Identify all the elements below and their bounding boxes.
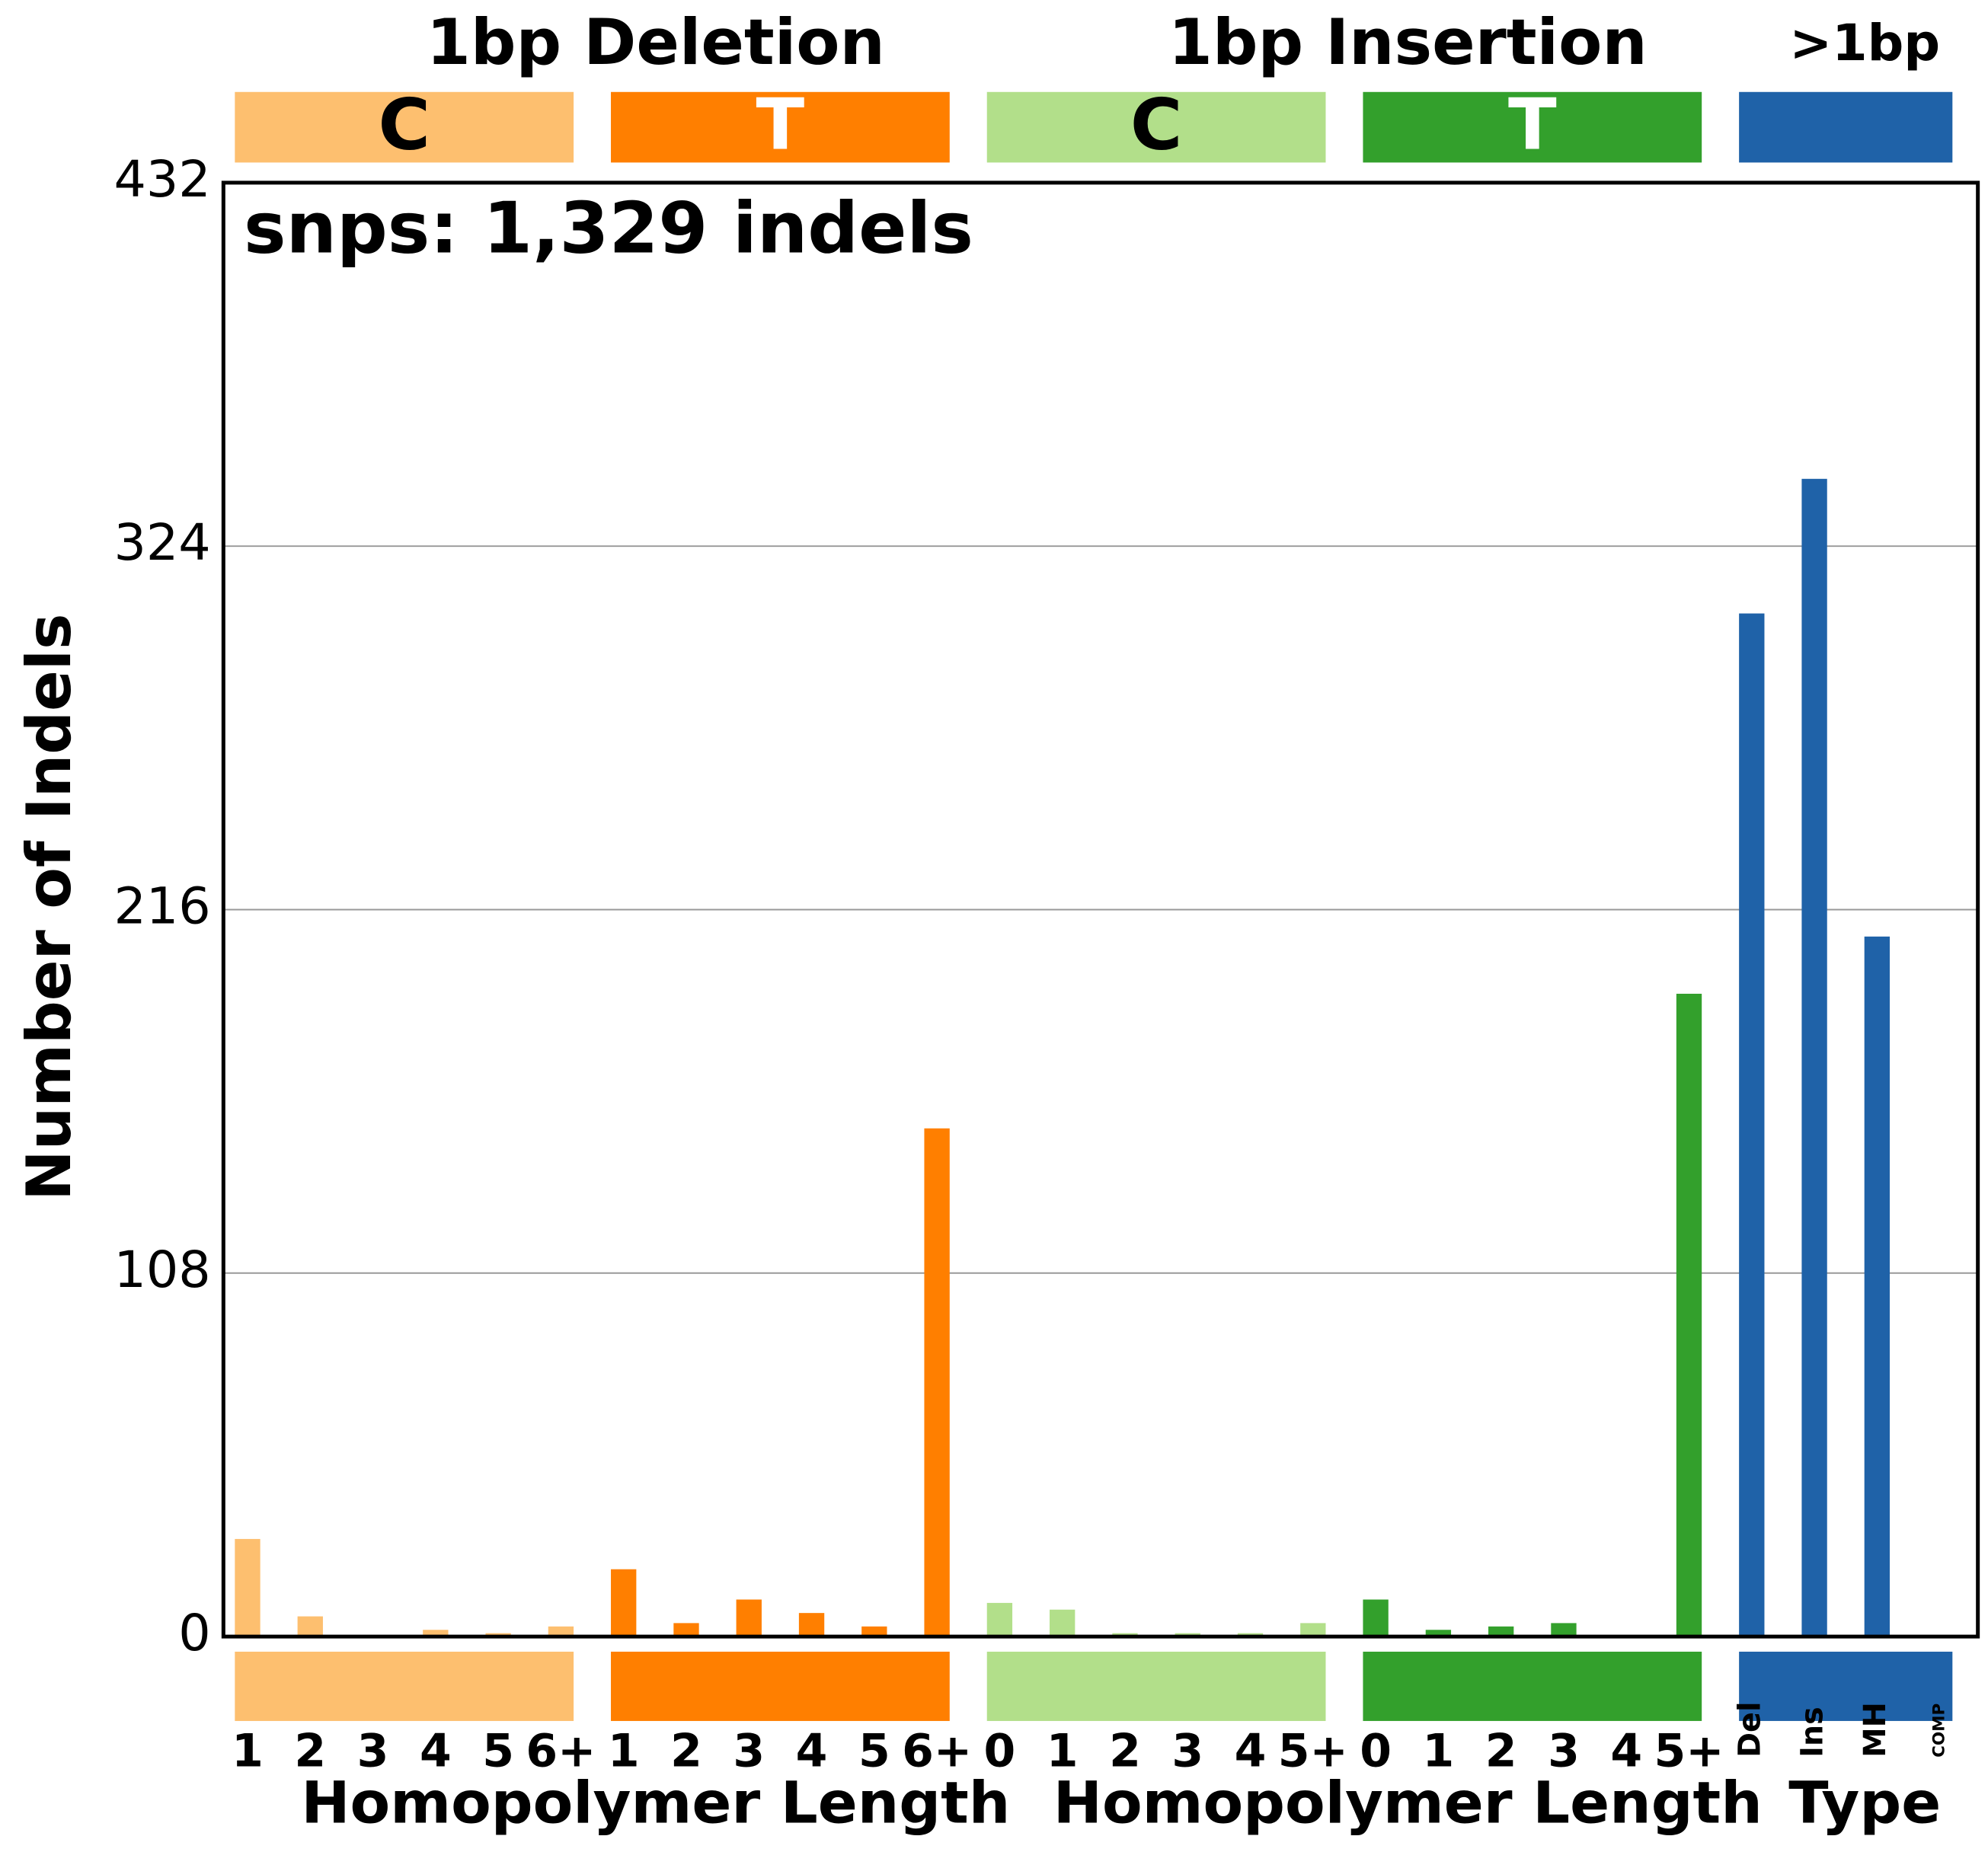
bar [736, 1599, 762, 1637]
x-tick-label: 1 [232, 1726, 264, 1778]
x-tick-label: 5 [482, 1726, 514, 1778]
bar [235, 1538, 260, 1637]
y-tick-label: 216 [113, 877, 210, 936]
x-tick-label: 5 [858, 1726, 890, 1778]
bottom-strip [1739, 1651, 1953, 1721]
bar [924, 1128, 950, 1637]
top-strip [986, 91, 1326, 163]
panel-title: 1bp Insertion [1168, 5, 1648, 79]
x-tick-label: 1 [1423, 1726, 1455, 1778]
annotation: snps: 1,329 indels [244, 187, 973, 270]
top-strip [1739, 91, 1953, 163]
x-axis-label: Homopolymer Length [1053, 1770, 1763, 1838]
bar [861, 1626, 887, 1637]
panel-title: >1bp [1789, 13, 1940, 72]
panel-title: 1bp Deletion [427, 5, 885, 79]
bar [1363, 1599, 1389, 1637]
plot-frame [221, 180, 1980, 1639]
bottom-strip [1363, 1651, 1702, 1721]
bar [986, 1602, 1013, 1637]
x-tick-label: 2 [1109, 1726, 1141, 1778]
x-tick-label: 4 [420, 1726, 452, 1778]
x-tick-label: MH [1858, 1702, 1893, 1758]
bar [548, 1626, 574, 1637]
strip-label: C [378, 84, 430, 166]
y-tick-label: 432 [113, 149, 210, 209]
y-tick-label: 0 [178, 1603, 210, 1662]
bottom-strip [986, 1651, 1326, 1721]
bar [1050, 1609, 1076, 1637]
x-tick-label: 0 [984, 1726, 1016, 1778]
bar [1300, 1623, 1326, 1637]
bottom-strip [235, 1651, 574, 1721]
x-tick-label: 5+ [1278, 1726, 1348, 1778]
x-tick-label: 2 [670, 1726, 702, 1778]
bar [1864, 936, 1891, 1637]
x-tick-label: Ins [1795, 1707, 1830, 1758]
bar [1801, 478, 1827, 1637]
x-tick-label: 5+ [1654, 1726, 1724, 1778]
y-tick-label: 108 [113, 1240, 210, 1299]
bar [673, 1623, 699, 1637]
x-tick-label: 6+ [902, 1726, 972, 1778]
x-tick-label: 0 [1360, 1726, 1392, 1778]
x-tick-label: COMP [1930, 1704, 1949, 1758]
x-tick-label: 4 [1610, 1726, 1642, 1778]
bar [798, 1613, 825, 1637]
bottom-strip [611, 1651, 950, 1721]
x-tick-label: 3 [733, 1726, 765, 1778]
y-tick-label: 324 [113, 512, 210, 572]
bar [1676, 993, 1702, 1637]
strip-label: C [1130, 84, 1183, 166]
bar [1488, 1626, 1514, 1637]
strip-label: T [1508, 84, 1557, 166]
bar [1425, 1630, 1452, 1637]
x-tick-label: 2 [1485, 1726, 1517, 1778]
x-tick-label: 4 [1235, 1726, 1267, 1778]
x-tick-label: 2 [294, 1726, 326, 1778]
strip-label: T [756, 84, 805, 166]
y-axis-label: Number of Indels [14, 614, 85, 1201]
bar [1551, 1623, 1577, 1637]
bar [611, 1569, 637, 1637]
top-strip [235, 91, 574, 163]
x-axis-label: Type [1788, 1770, 1941, 1838]
bar [423, 1630, 449, 1637]
x-tick-label: Del [1732, 1701, 1767, 1757]
x-tick-label: 1 [1047, 1726, 1079, 1778]
x-tick-label: 1 [608, 1726, 640, 1778]
top-strip [1363, 91, 1702, 163]
x-tick-label: 3 [357, 1726, 389, 1778]
x-tick-label: 4 [796, 1726, 828, 1778]
bar [1739, 613, 1765, 1637]
x-tick-label: 6+ [526, 1726, 596, 1778]
bar [297, 1616, 323, 1637]
x-axis-label: Homopolymer Length [301, 1770, 1010, 1838]
top-strip [611, 91, 950, 163]
x-tick-label: 3 [1548, 1726, 1580, 1778]
x-tick-label: 3 [1171, 1726, 1203, 1778]
